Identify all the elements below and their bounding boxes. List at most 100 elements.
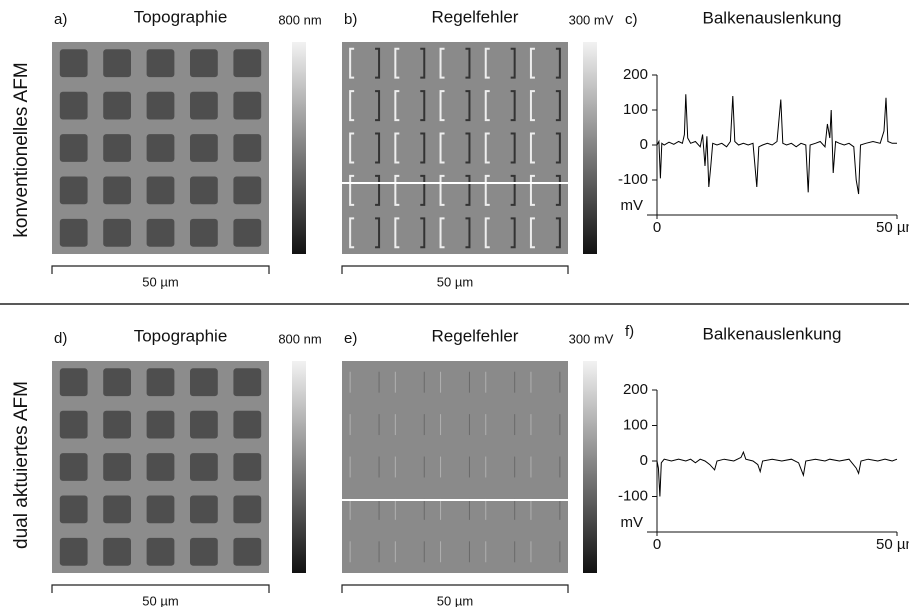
pit xyxy=(190,368,218,397)
pit-edge xyxy=(529,132,535,164)
x-tick-label: 50 µm xyxy=(876,219,909,236)
x-tick-label: 0 xyxy=(653,536,661,553)
pit xyxy=(190,453,218,481)
panel-title: Topographie xyxy=(134,7,228,26)
pit xyxy=(146,410,175,439)
pit xyxy=(233,176,262,205)
y-axis-label: mV xyxy=(621,197,644,214)
pit-edge xyxy=(465,174,471,206)
y-tick-label: 200 xyxy=(623,381,648,398)
deflection-line xyxy=(656,94,897,195)
pit xyxy=(146,91,175,120)
pit xyxy=(233,453,262,481)
pit xyxy=(233,495,262,524)
pit xyxy=(233,410,262,439)
pit xyxy=(103,495,131,524)
pit xyxy=(59,410,88,439)
pit-edge xyxy=(439,217,445,249)
colorbar-label: 300 mV xyxy=(569,12,614,27)
pit-edge xyxy=(465,132,471,164)
pit-edge xyxy=(420,132,426,164)
afm-image xyxy=(342,42,568,254)
panel-label: e) xyxy=(344,330,357,347)
pit xyxy=(233,368,262,397)
pit-edge xyxy=(510,174,516,206)
pit xyxy=(59,49,88,78)
colorbar xyxy=(583,42,597,254)
pit xyxy=(103,49,131,78)
pit xyxy=(103,218,131,247)
pit-edge xyxy=(394,217,400,249)
pit-edge xyxy=(484,47,490,79)
pit-edge xyxy=(349,47,355,79)
pit xyxy=(146,49,175,78)
pit-edge xyxy=(349,132,355,164)
pit-edge xyxy=(555,90,561,122)
panel-label: c) xyxy=(625,11,638,28)
scale-bar xyxy=(51,265,270,274)
pit xyxy=(103,134,131,162)
scale-bar-label: 50 µm xyxy=(437,274,473,289)
y-tick-label: 0 xyxy=(640,452,648,469)
pit-edge xyxy=(484,174,490,206)
pit xyxy=(146,134,175,162)
pit xyxy=(103,176,131,205)
pit-edge xyxy=(375,132,381,164)
pit-edge xyxy=(439,47,445,79)
pit xyxy=(146,218,175,247)
pit xyxy=(190,49,218,78)
y-tick-label: 100 xyxy=(623,416,648,433)
pit-edge xyxy=(555,217,561,249)
pit xyxy=(59,368,88,397)
pit xyxy=(103,453,131,481)
pit xyxy=(190,134,218,162)
pit-edge xyxy=(420,47,426,79)
y-tick-label: 100 xyxy=(623,101,648,118)
afm-image xyxy=(342,361,568,573)
row-label: dual aktuiertes AFM xyxy=(11,381,32,549)
panel-title: Regelfehler xyxy=(432,7,519,26)
pit xyxy=(103,368,131,397)
pit xyxy=(190,495,218,524)
pit xyxy=(146,453,175,481)
pit-edge xyxy=(465,90,471,122)
pit-edge xyxy=(394,90,400,122)
pit-edge xyxy=(484,90,490,122)
x-tick-label: 50 µm xyxy=(876,536,909,553)
pit xyxy=(146,537,175,566)
chart-title: Balkenauslenkung xyxy=(703,324,842,343)
pit-edge xyxy=(349,90,355,122)
pit xyxy=(190,410,218,439)
pit-edge xyxy=(375,47,381,79)
panel-label: d) xyxy=(54,330,67,347)
deflection-line xyxy=(656,450,898,497)
panel-title: Topographie xyxy=(134,326,228,345)
pit-edge xyxy=(529,217,535,249)
colorbar-label: 800 nm xyxy=(278,12,321,27)
scale-bar-label: 50 µm xyxy=(142,274,178,289)
colorbar xyxy=(292,361,306,573)
pit xyxy=(190,537,218,566)
y-tick-label: 200 xyxy=(623,66,648,83)
pit-edge xyxy=(510,47,516,79)
y-axis-label: mV xyxy=(621,514,644,531)
pit-edge xyxy=(510,132,516,164)
y-tick-label: 0 xyxy=(640,136,648,153)
pit-edge xyxy=(439,174,445,206)
pit xyxy=(233,218,262,247)
colorbar xyxy=(292,42,306,254)
pit-edge xyxy=(394,47,400,79)
pit-edge xyxy=(394,132,400,164)
pit-edge xyxy=(529,90,535,122)
colorbar xyxy=(583,361,597,573)
pit xyxy=(59,134,88,162)
pit-edge xyxy=(510,217,516,249)
pit-edge xyxy=(510,90,516,122)
pit xyxy=(59,91,88,120)
y-tick-label: -100 xyxy=(618,171,648,188)
colorbar-label: 300 mV xyxy=(569,331,614,346)
pit xyxy=(59,176,88,205)
pit xyxy=(233,49,262,78)
colorbar-label: 800 nm xyxy=(278,331,321,346)
pit xyxy=(190,218,218,247)
